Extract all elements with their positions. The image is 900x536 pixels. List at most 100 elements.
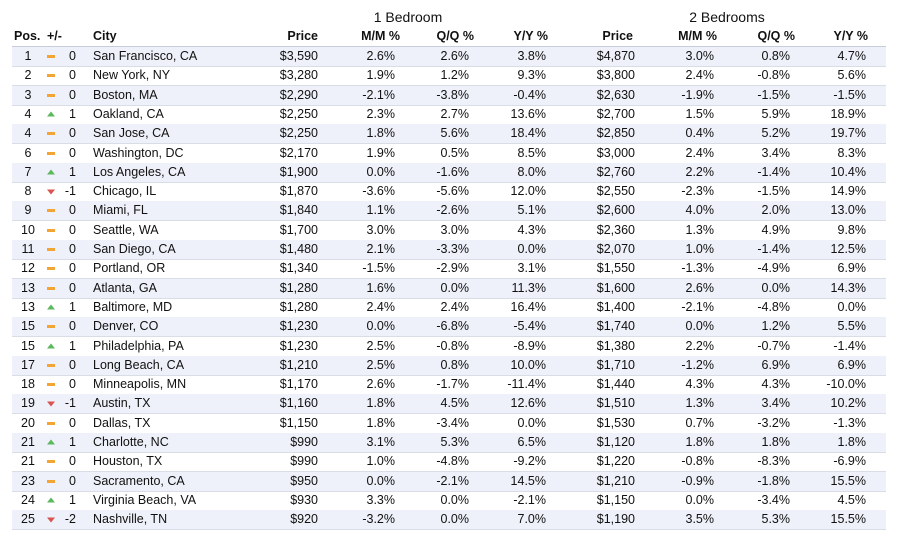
table-cell: 1.8% (837, 435, 867, 449)
table-cell: -3.6% (362, 184, 395, 199)
table-cell: -4.8% (436, 454, 469, 469)
change-shape (47, 439, 55, 445)
table-cell: 15.5% (830, 512, 866, 527)
table-cell: 1 (69, 338, 76, 353)
table-cell: 0 (69, 357, 76, 372)
change-shape (47, 401, 55, 407)
table-cell: 5.3% (761, 512, 791, 527)
table-cell: $1,150 (279, 415, 318, 430)
change-shape (47, 132, 55, 136)
table-cell: $1,550 (596, 261, 635, 276)
change-shape (47, 111, 55, 117)
table-cell: -0.9% (681, 473, 714, 488)
change-shape (47, 421, 55, 425)
table-row (12, 47, 886, 67)
change-shape (47, 169, 55, 175)
change-icon (47, 460, 55, 464)
change-icon (47, 151, 55, 155)
change-icon (47, 74, 55, 78)
table-cell: 2.6% (685, 280, 715, 295)
table-cell: 11.3% (511, 280, 546, 295)
change-icon (47, 497, 55, 503)
table-cell: -3.4% (436, 415, 469, 430)
table-cell: 0.0% (517, 242, 547, 256)
change-shape (47, 74, 55, 78)
city-cell: Boston, MA (93, 87, 158, 102)
table-cell: $1,280 (279, 299, 318, 314)
city-cell: New York, NY (93, 68, 171, 83)
table-cell: -1.4% (833, 338, 866, 353)
table-cell: 1.8% (366, 396, 396, 411)
city-cell: Denver, CO (93, 319, 159, 334)
table-row (12, 471, 886, 492)
table-cell: 0.4% (685, 126, 715, 141)
table-cell: 1.5% (685, 106, 715, 121)
table-cell: 0 (69, 280, 76, 295)
table-cell: $1,710 (596, 357, 635, 372)
table-cell: 24 (21, 492, 35, 507)
table-cell: 13.0% (830, 203, 866, 218)
table-cell: -1.5% (757, 184, 790, 199)
table-cell: 16.4% (510, 299, 546, 314)
table-cell: 0.7% (685, 415, 715, 430)
table-cell: $3,000 (596, 145, 635, 160)
table-cell: 3.1% (366, 435, 396, 449)
table-cell: 12 (21, 261, 35, 276)
table-cell: -6.8% (436, 319, 469, 334)
column-header: +/- (47, 29, 62, 43)
table-cell: $3,800 (596, 68, 635, 83)
table-cell: 0.0% (517, 415, 547, 430)
table-cell: 3.8% (517, 49, 547, 63)
table-cell: 6.9% (761, 357, 791, 372)
table-cell: $1,230 (279, 338, 318, 353)
table-cell: -1.7% (436, 377, 469, 392)
table-cell: $1,600 (596, 280, 635, 295)
table-cell: $4,870 (596, 49, 635, 63)
city-cell: San Diego, CA (93, 242, 176, 256)
table-cell: -1.3% (681, 261, 714, 276)
table-cell: 8.5% (517, 145, 547, 160)
table-cell: 1.9% (366, 68, 396, 83)
table-cell: -5.6% (436, 184, 469, 199)
table-cell: 1 (24, 49, 32, 63)
table-row (12, 355, 886, 376)
table-cell: -2.1% (681, 299, 714, 314)
table-cell: 3.5% (685, 512, 715, 527)
table-cell: 2.7% (440, 106, 470, 121)
table-cell: 4.3% (761, 377, 791, 392)
table-cell: 4.3% (517, 222, 547, 237)
table-cell: -1.4% (757, 242, 790, 256)
table-cell: 1 (69, 164, 76, 179)
table-cell: 0 (69, 377, 76, 392)
table-cell: 0 (69, 203, 76, 218)
table-cell: 2.4% (685, 145, 715, 160)
table-cell: 2.4% (440, 299, 470, 314)
table-cell: -0.7% (757, 338, 790, 353)
change-icon (47, 286, 55, 290)
table-cell: 2.5% (366, 357, 396, 372)
table-cell: 21 (21, 435, 35, 449)
city-cell: Houston, TX (93, 454, 163, 469)
table-cell: $990 (290, 435, 318, 449)
table-cell: 4.5% (440, 396, 470, 411)
city-cell: Dallas, TX (93, 415, 151, 430)
table-cell: $2,250 (279, 106, 318, 121)
city-cell: Baltimore, MD (93, 299, 173, 314)
table-cell: 10.0% (510, 357, 546, 372)
table-cell: 2.4% (366, 299, 396, 314)
column-header: Price (602, 29, 633, 43)
table-cell: 1 (69, 299, 76, 314)
table-cell: $3,280 (279, 68, 318, 83)
change-icon (47, 343, 55, 348)
table-cell: -2 (64, 512, 76, 527)
change-shape (47, 517, 55, 523)
table-cell: $1,210 (279, 357, 318, 372)
table-cell: 0 (69, 415, 76, 430)
table-cell: -2.1% (513, 492, 546, 507)
table-cell: 0.0% (440, 512, 470, 527)
change-shape (47, 343, 55, 348)
table-cell: 17 (21, 357, 35, 372)
table-cell: 3.0% (685, 49, 715, 63)
table-cell: 2.6% (366, 49, 396, 63)
table-cell: 7.0% (517, 512, 547, 527)
